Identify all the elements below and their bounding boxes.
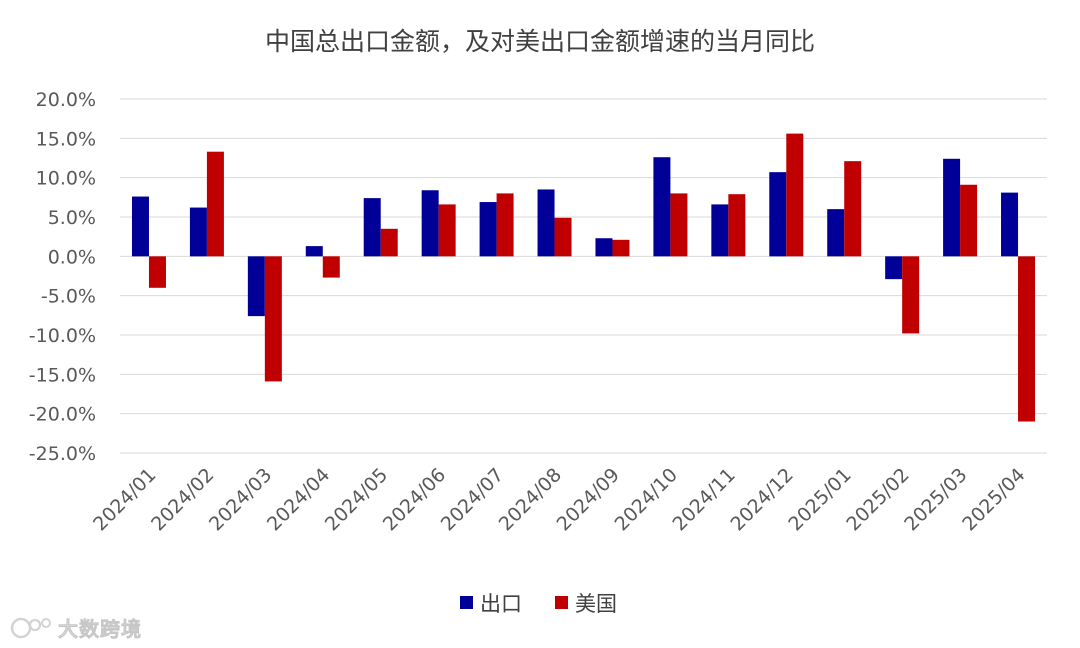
bar-usa [902,256,920,334]
y-tick-label: 15.0% [36,128,96,150]
x-tick-label: 2025/01 [784,464,855,535]
x-tick-label: 2024/10 [611,464,682,535]
bar-usa [206,151,224,257]
bar-usa [960,184,978,257]
bar-usa [380,228,398,257]
bar-export [305,246,323,257]
legend-label: 出口 [480,592,522,616]
bar-usa [728,194,746,257]
bar-export [769,172,787,257]
x-tick-label: 2024/01 [89,464,160,535]
x-tick-label: 2024/04 [263,464,334,535]
brand-logo-icon [10,617,51,639]
bar-usa [670,193,688,257]
y-tick-label: -15.0% [29,364,96,386]
bar-export [479,202,497,257]
bar-export [537,189,555,257]
bar-usa [554,217,572,257]
bar-export [189,207,207,257]
bar-usa [496,193,514,257]
bar-export [247,256,265,317]
x-tick-label: 2024/06 [379,464,450,535]
x-tick-label: 2024/09 [553,464,624,535]
x-tick-label: 2024/03 [205,464,276,535]
y-tick-label: -25.0% [29,443,96,465]
y-tick-label: 10.0% [36,168,96,190]
chart-title: 中国总出口金额，及对美出口金额增速的当月同比 [265,27,815,56]
y-tick-label: 0.0% [48,246,96,268]
bar-usa [264,256,282,382]
x-tick-label: 2024/12 [726,464,797,535]
y-tick-label: 20.0% [36,89,96,111]
bar-usa [612,239,630,257]
bar-usa [148,256,166,288]
y-tick-label: -20.0% [29,404,96,426]
x-tick-label: 2024/02 [147,464,218,535]
legend: 出口 美国 [460,592,617,616]
bar-usa [786,133,804,257]
legend-swatch [555,596,568,609]
bar-usa [438,204,456,257]
bar-export [827,209,845,257]
y-tick-label: -10.0% [29,325,96,347]
y-tick-label: 5.0% [48,207,96,229]
bar-export [885,256,903,280]
watermark-text: 大数跨境 [58,616,142,641]
bar-export [595,238,613,257]
x-tick-label: 2024/08 [495,464,566,535]
x-axis-tick-labels: 2024/012024/022024/032024/042024/052024/… [89,464,1029,535]
bar-export [943,158,961,257]
x-tick-label: 2025/04 [958,464,1029,535]
bar-export [653,157,671,257]
x-tick-label: 2025/03 [900,464,971,535]
legend-label: 美国 [575,592,617,616]
bars [131,133,1036,422]
bar-export [711,204,729,257]
watermark: 大数跨境 [10,612,142,642]
x-tick-label: 2024/11 [669,464,740,535]
bar-export [363,198,381,257]
bar-export [131,196,149,257]
legend-swatch [460,596,473,609]
x-tick-label: 2025/02 [842,464,913,535]
bar-export [421,190,439,257]
y-axis-tick-labels: 20.0% 15.0% 10.0% 5.0% 0.0% -5.0% -10.0% -15.0%… [29,89,96,465]
x-tick-label: 2024/07 [437,464,508,535]
bar-usa [1018,256,1036,422]
bar-export [1001,192,1019,257]
y-tick-label: -5.0% [41,286,96,308]
bar-usa [322,256,340,278]
x-tick-label: 2024/05 [321,464,392,535]
bar-usa [844,161,862,257]
